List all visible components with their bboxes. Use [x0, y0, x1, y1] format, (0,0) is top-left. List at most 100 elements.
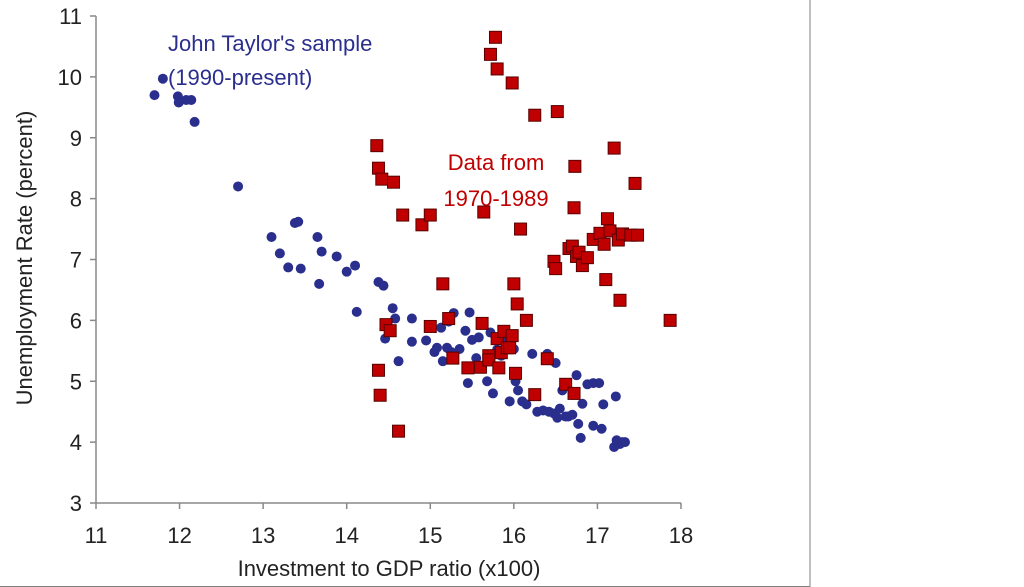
data-point-1970-1989: [503, 341, 517, 355]
data-point-taylor: [393, 356, 404, 367]
y-tick-label: 10: [58, 65, 82, 90]
data-point-taylor: [274, 248, 285, 259]
data-point-taylor: [610, 391, 621, 402]
data-point-1970-1989: [528, 388, 542, 402]
data-point-taylor: [378, 280, 389, 291]
data-point-taylor: [406, 313, 417, 324]
data-point-taylor: [431, 342, 442, 353]
data-point-1970-1989: [490, 62, 504, 76]
data-point-1970-1989: [528, 108, 542, 122]
data-point-1970-1989: [628, 176, 642, 190]
data-point-1970-1989: [423, 208, 437, 222]
x-tick-label: 16: [502, 523, 526, 548]
data-point-taylor: [454, 343, 465, 354]
y-tick-label: 3: [70, 491, 82, 516]
data-point-1970-1989: [631, 228, 645, 242]
data-point-1970-1989: [392, 424, 406, 438]
data-point-taylor: [421, 335, 432, 346]
data-point-taylor: [406, 336, 417, 347]
data-point-taylor: [594, 378, 605, 389]
data-point-taylor: [157, 73, 168, 84]
data-point-taylor: [295, 263, 306, 274]
data-point-taylor: [314, 278, 325, 289]
data-point-1970-1989: [488, 30, 502, 44]
x-tick-label: 12: [167, 523, 191, 548]
data-point-1970-1989: [383, 324, 397, 338]
data-point-taylor: [577, 398, 588, 409]
data-point-taylor: [350, 260, 361, 271]
data-point-taylor: [387, 303, 398, 314]
data-point-taylor: [189, 116, 200, 127]
annotation-taylor-line1: John Taylor's sample: [168, 31, 372, 56]
data-point-taylor: [527, 348, 538, 359]
data-point-taylor: [149, 90, 160, 101]
x-tick-label: 17: [585, 523, 609, 548]
data-point-1970-1989: [371, 161, 385, 175]
data-point-1970-1989: [370, 139, 384, 153]
data-point-taylor: [266, 231, 277, 242]
x-tick-label: 11: [85, 523, 108, 548]
data-point-taylor: [186, 95, 197, 106]
data-point-1970-1989: [387, 175, 401, 189]
tick-labels: 11 12 13 14 15 16 17 18 3 4 5 6 7 8 9 10 11: [58, 4, 694, 548]
annotation-data-line2: 1970-1989: [443, 186, 548, 211]
data-point-taylor: [464, 307, 475, 318]
series-1970-1989: [370, 30, 677, 438]
data-point-taylor: [504, 396, 515, 407]
data-point-taylor: [462, 378, 473, 389]
data-point-1970-1989: [507, 277, 521, 291]
data-point-1970-1989: [373, 388, 387, 402]
data-point-1970-1989: [613, 293, 627, 307]
data-point-taylor: [521, 399, 532, 410]
data-point-1970-1989: [442, 312, 456, 326]
data-point-taylor: [487, 388, 498, 399]
data-point-1970-1989: [597, 237, 611, 251]
tick-marks: [90, 15, 682, 509]
data-point-taylor: [331, 251, 342, 262]
x-tick-label: 13: [251, 523, 275, 548]
data-point-taylor: [390, 313, 401, 324]
x-axis-title: Investment to GDP ratio (x100): [238, 556, 541, 581]
data-point-taylor: [573, 418, 584, 429]
data-point-1970-1989: [568, 159, 582, 173]
data-point-taylor: [598, 399, 609, 410]
data-point-taylor: [554, 403, 565, 414]
data-point-1970-1989: [375, 172, 389, 186]
data-point-1970-1989: [483, 47, 497, 61]
data-point-taylor: [173, 97, 184, 108]
data-point-1970-1989: [607, 141, 621, 155]
data-point-1970-1989: [510, 297, 524, 311]
data-point-1970-1989: [580, 251, 594, 265]
data-point-taylor: [351, 306, 362, 317]
annotation-taylor-line2: (1990-present): [168, 65, 312, 90]
data-point-1970-1989: [550, 105, 564, 119]
data-point-taylor: [437, 356, 448, 367]
data-point-1970-1989: [549, 262, 563, 276]
data-point-1970-1989: [423, 319, 437, 333]
data-point-taylor: [471, 353, 482, 364]
data-point-1970-1989: [436, 277, 450, 291]
data-point-taylor: [283, 262, 294, 273]
data-point-taylor: [460, 325, 471, 336]
data-point-1970-1989: [415, 218, 429, 232]
data-point-1970-1989: [540, 352, 554, 366]
data-point-1970-1989: [505, 329, 519, 343]
data-point-taylor: [620, 437, 631, 448]
annotation-data-line1: Data from: [448, 150, 545, 175]
data-point-taylor: [567, 409, 578, 420]
data-point-taylor: [596, 423, 607, 434]
x-tick-label: 14: [334, 523, 358, 548]
y-tick-label: 11: [59, 4, 82, 29]
data-point-1970-1989: [509, 366, 523, 380]
data-point-1970-1989: [663, 313, 677, 327]
data-point-taylor: [341, 266, 352, 277]
data-point-taylor: [293, 216, 304, 227]
data-point-1970-1989: [514, 222, 528, 236]
data-point-1970-1989: [567, 386, 581, 400]
data-point-1970-1989: [519, 313, 533, 327]
data-point-1970-1989: [371, 363, 385, 377]
data-point-1970-1989: [567, 201, 581, 215]
